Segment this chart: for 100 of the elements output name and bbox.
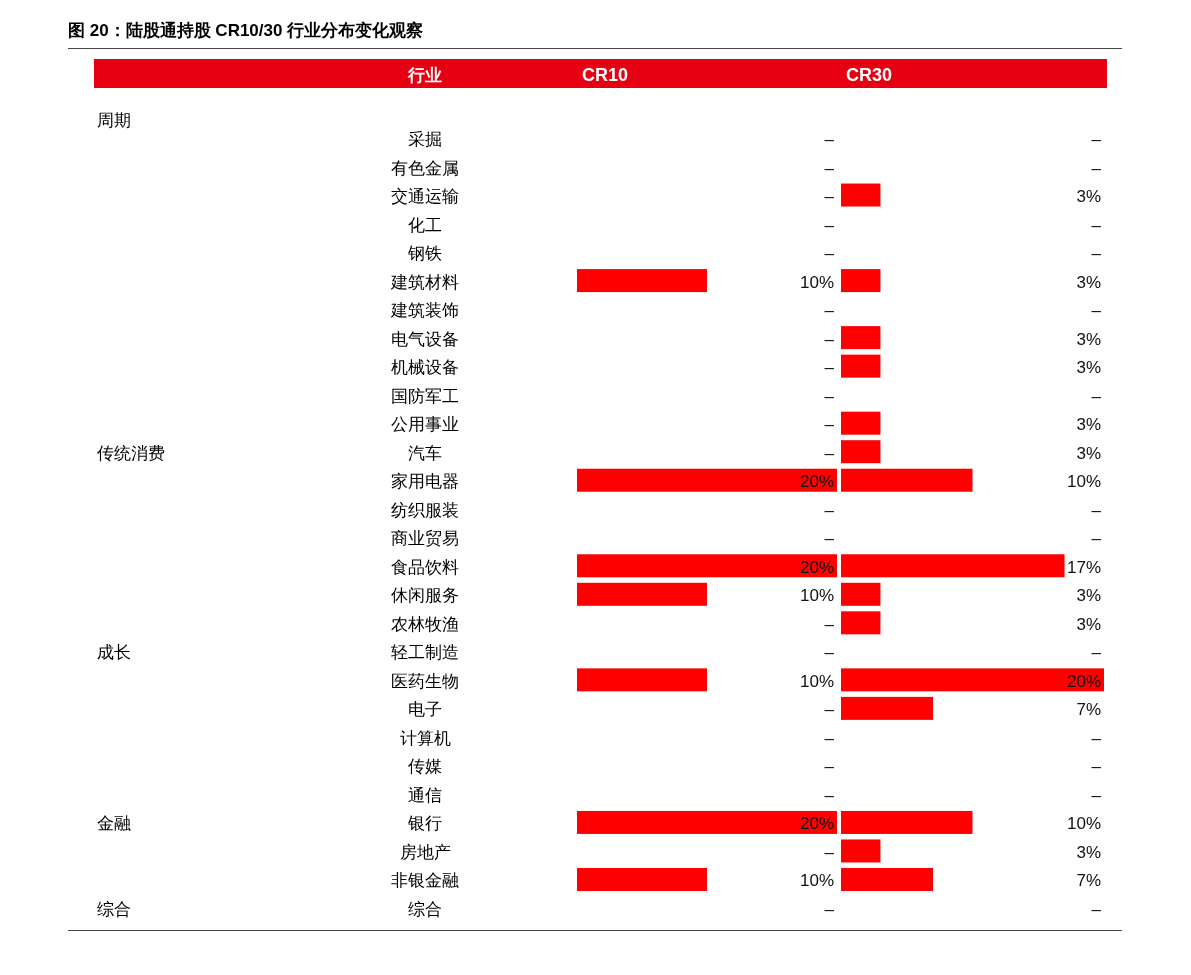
y-tick-label: 商业贸易 [391,529,459,549]
y-tick-label: 食品饮料 [391,557,459,577]
data-label: – [824,529,835,549]
y-tick-label: 综合 [408,900,442,919]
y-tick-label: 机械设备 [391,358,459,378]
data-label: 10% [1066,472,1101,492]
data-label: – [824,187,835,207]
data-label: – [824,386,835,406]
data-label: 3% [1076,614,1101,634]
y-tick-label: 建筑材料 [390,272,459,292]
data-label: 3% [1076,415,1101,435]
data-label: – [824,785,835,805]
y-tick-label: 非银金融 [391,871,459,891]
data-label: – [1091,757,1102,777]
bar [841,411,881,435]
bar [841,183,881,207]
data-label: – [1091,643,1102,663]
data-label: 20% [799,557,834,577]
y-tick-label: 家用电器 [391,472,459,492]
bar [841,440,881,464]
bar [841,269,881,293]
data-label: 10% [799,586,834,606]
data-label: – [1091,244,1102,264]
data-label: 10% [799,272,834,292]
y-tick-label: 采掘 [408,130,442,149]
x-axis-title: CR10 [581,65,629,85]
data-label: – [824,728,835,748]
data-label: – [824,329,835,349]
bar [841,554,1065,578]
data-label: – [1091,728,1102,748]
bar [841,582,881,606]
text: 综合 [97,900,131,919]
data-label: – [824,358,835,378]
x-axis-title: CR30 [845,65,893,85]
text: 传统消费 [97,443,165,463]
data-label: 3% [1076,358,1101,378]
data-label: – [1091,301,1102,321]
data-label: – [824,415,835,435]
data-label: 3% [1076,443,1101,463]
bar [841,810,973,834]
data-label: – [824,757,835,777]
bar [841,867,934,891]
data-label: – [1091,900,1102,919]
data-label: 3% [1076,187,1101,207]
data-label: 10% [1066,814,1101,834]
data-label: 3% [1076,586,1101,606]
y-tick-label: 钢铁 [407,244,442,264]
data-label: – [1091,785,1102,805]
data-label: 17% [1066,557,1101,577]
y-tick-label: 房地产 [399,842,451,862]
data-label: 3% [1076,329,1101,349]
y-tick-label: 电气设备 [391,329,459,349]
y-tick-label: 电子 [408,700,442,720]
bar [841,696,934,720]
data-label: – [824,443,835,463]
data-label: – [824,614,835,634]
y-tick-label: 化工 [408,215,442,235]
text: 周期 [97,110,131,130]
y-tick-label: 传媒 [408,757,442,777]
y-tick-label: 交通运输 [391,187,459,207]
data-label: – [824,643,835,663]
y-tick-label: 纺织服装 [391,500,459,520]
text: 金融 [97,814,131,834]
bar [841,668,1104,692]
y-tick-label: 计算机 [399,728,451,748]
y-tick-label: 农林牧渔 [391,614,459,634]
data-label: – [824,130,835,149]
data-label: – [824,900,835,919]
data-label: 7% [1076,871,1101,891]
data-label: – [824,500,835,520]
y-tick-label: 医药生物 [391,671,459,691]
bar [841,326,881,350]
y-tick-label: 有色金属 [391,158,459,178]
y-tick-label: 汽车 [408,443,442,463]
data-label: – [1091,130,1102,149]
y-axis-title: 行业 [407,66,442,85]
data-label: 7% [1076,700,1101,720]
y-tick-label: 轻工制造 [391,643,459,663]
data-label: – [824,301,835,321]
data-label: – [824,158,835,178]
bar [841,839,881,863]
data-label: – [824,842,835,862]
data-label: – [824,215,835,235]
data-label: 10% [799,871,834,891]
data-label: – [1091,500,1102,520]
data-label: – [1091,215,1102,235]
text: 成长 [97,643,131,663]
data-label: – [824,700,835,720]
y-tick-label: 通信 [408,785,442,805]
y-tick-label: 国防军工 [391,386,459,406]
y-tick-label: 建筑装饰 [390,301,459,321]
data-label: – [1091,386,1102,406]
data-label: 20% [1066,671,1101,691]
bar [841,354,881,378]
y-tick-label: 休闲服务 [391,586,459,606]
data-label: – [824,244,835,264]
bar [841,468,973,492]
data-label: 3% [1076,842,1101,862]
text: 图 20：陆股通持股 CR10/30 行业分布变化观察 [68,21,424,40]
data-label: 20% [799,814,834,834]
